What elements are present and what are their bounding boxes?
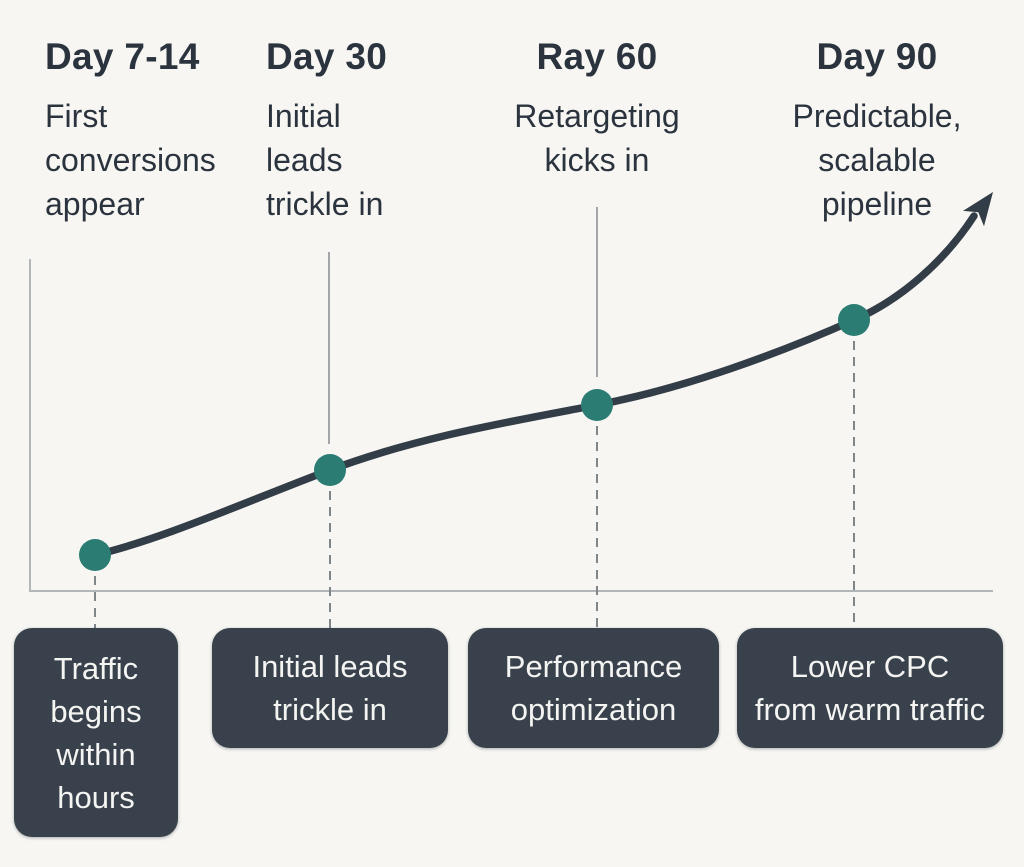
milestone-top-note: Initial leads trickle in [266, 98, 384, 222]
milestone-label-day60: Ray 60 Retargeting kicks in [492, 36, 702, 182]
growth-curve-line [91, 212, 978, 559]
axis-lines [29, 259, 993, 592]
milestone-label-day7-14: Day 7-14 First conversions appear [45, 36, 260, 226]
milestone-label-day90: Day 90 Predictable, scalable pipeline [765, 36, 989, 226]
milestone-day-title: Day 30 [266, 36, 388, 77]
milestone-day-title: Day 90 [816, 36, 938, 77]
growth-arrow-icon [963, 192, 993, 227]
milestone-label-day30: Day 30 Initial leads trickle in [266, 36, 461, 226]
milestone-top-note: Predictable, scalable pipeline [792, 98, 962, 222]
milestone-top-note: First conversions appear [45, 98, 216, 222]
milestone-day-title: Day 7-14 [45, 36, 200, 77]
milestone-dot-day60 [581, 389, 613, 421]
callout-box-lower-cpc: Lower CPC from warm traffic [737, 628, 1003, 748]
milestone-dot-day7-14 [79, 539, 111, 571]
callout-box-performance-optimization: Performance optimization [468, 628, 719, 748]
milestone-dot-day30 [314, 454, 346, 486]
milestone-dot-day90 [838, 304, 870, 336]
callout-box-traffic-begins: Traffic begins within hours [14, 628, 178, 837]
milestone-day-title: Ray 60 [536, 36, 658, 77]
callout-box-initial-leads: Initial leads trickle in [212, 628, 448, 748]
milestone-top-note: Retargeting kicks in [514, 98, 680, 178]
